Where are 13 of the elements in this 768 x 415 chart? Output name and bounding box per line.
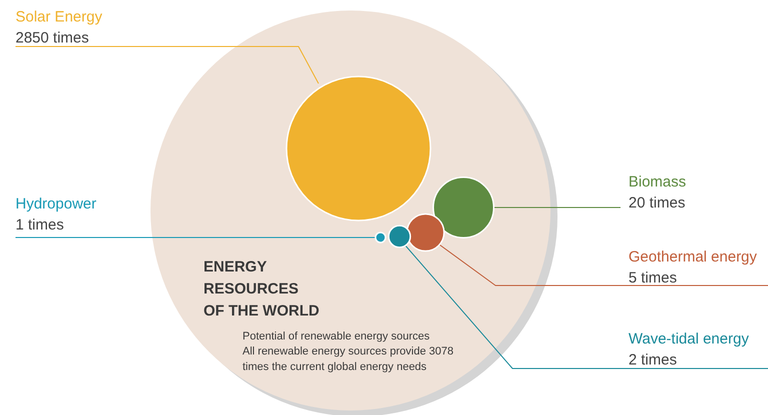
data-label: 1 times: [16, 216, 64, 234]
category-label: Solar Energy: [16, 8, 103, 26]
category-label: Geothermal energy: [628, 248, 758, 266]
data-label: 2 times: [628, 352, 677, 368]
category-label: Hydropower: [16, 196, 96, 212]
category-label: Biomass: [628, 174, 686, 190]
data-label: 20 times: [628, 194, 686, 212]
data-label: 2850 times: [16, 30, 89, 46]
category-label: Wave-tidal energy: [628, 330, 750, 348]
text: ENERGY RESOURCES OF THE WORLD: [204, 258, 320, 320]
data-label: 5 times: [628, 270, 677, 286]
text: All renewable energy sources provide 3078 times the current global energy needs: [242, 346, 454, 374]
text: Potential of renewable energy sources: [242, 330, 430, 342]
